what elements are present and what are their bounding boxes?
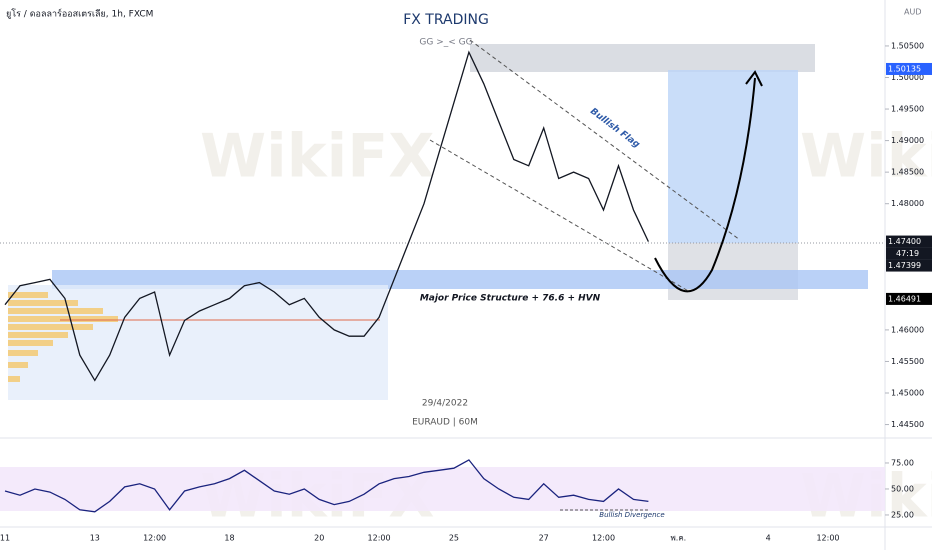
symbol-label: EURAUD | 60M	[412, 418, 478, 428]
currency: AUD	[904, 8, 922, 17]
price-label: 1.46491	[888, 294, 921, 303]
x-tick-label: 25	[449, 534, 459, 543]
countdown-box	[886, 247, 932, 260]
price-line	[4, 459, 649, 513]
target-zone	[668, 70, 798, 243]
volume-profile	[8, 292, 118, 382]
date-label: 29/4/2022	[422, 399, 468, 409]
price-label-box	[886, 292, 932, 305]
flag-line	[469, 39, 741, 241]
annotation: Bullish Divergence	[599, 511, 664, 519]
x-tick-label: 13	[90, 534, 100, 543]
x-tick-label: 11	[0, 534, 10, 543]
y-tick-label: 1.50000	[891, 73, 924, 82]
resistance-zone	[470, 44, 815, 72]
y-tick-label: 1.49000	[891, 136, 924, 145]
x-tick-label: พ.ค.	[671, 534, 687, 543]
annotation: Major Price Structure + 76.6 + HVN	[420, 294, 601, 304]
price-label-box	[886, 259, 932, 272]
flag-line	[429, 139, 691, 293]
x-tick-label: 12:00	[816, 534, 839, 543]
y-tick-label: 1.49500	[891, 105, 924, 114]
watermark: WikiFX	[200, 122, 434, 192]
price-label-box	[886, 235, 932, 248]
y-tick-label: 1.45500	[891, 357, 924, 366]
y-tick-label: 1.48000	[891, 199, 924, 208]
price-label: 1.50135	[888, 64, 921, 73]
x-tick-label: 12:00	[592, 534, 615, 543]
chart-subtitle: GG >_< GG	[419, 38, 472, 48]
y-tick-label: 1.44500	[891, 420, 924, 429]
price-line	[4, 50, 649, 382]
y-tick-label: 1.50500	[891, 41, 924, 50]
x-tick-label: 4	[766, 534, 771, 543]
price-label: 1.47400	[888, 237, 921, 246]
y-tick-label: 1.46000	[891, 325, 924, 334]
rsi-band	[0, 467, 885, 511]
arrow-head	[745, 70, 763, 87]
y-tick-label: 25.00	[891, 510, 914, 519]
annotation: Bullish Flag	[588, 107, 642, 151]
y-tick-label: 75.00	[891, 458, 914, 467]
symbol-title: ยูโร / ดอลลาร์ออสเตรเลีย, 1h, FXCM	[6, 8, 153, 20]
projection-arrow	[654, 77, 756, 293]
y-tick-label: 50.00	[891, 484, 914, 493]
x-tick-label: 20	[314, 534, 324, 543]
price-label: 1.47399	[888, 261, 921, 270]
x-tick-label: 18	[224, 534, 234, 543]
y-tick-label: 1.45000	[891, 389, 924, 398]
countdown: 47:19	[896, 249, 919, 258]
watermark: WikiFX	[800, 122, 932, 192]
chart-title: FX TRADING	[403, 12, 489, 28]
x-tick-label: 12:00	[368, 534, 391, 543]
y-tick-label: 1.48500	[891, 168, 924, 177]
x-tick-label: 27	[539, 534, 549, 543]
price-label-box	[886, 62, 932, 75]
x-tick-label: 12:00	[143, 534, 166, 543]
